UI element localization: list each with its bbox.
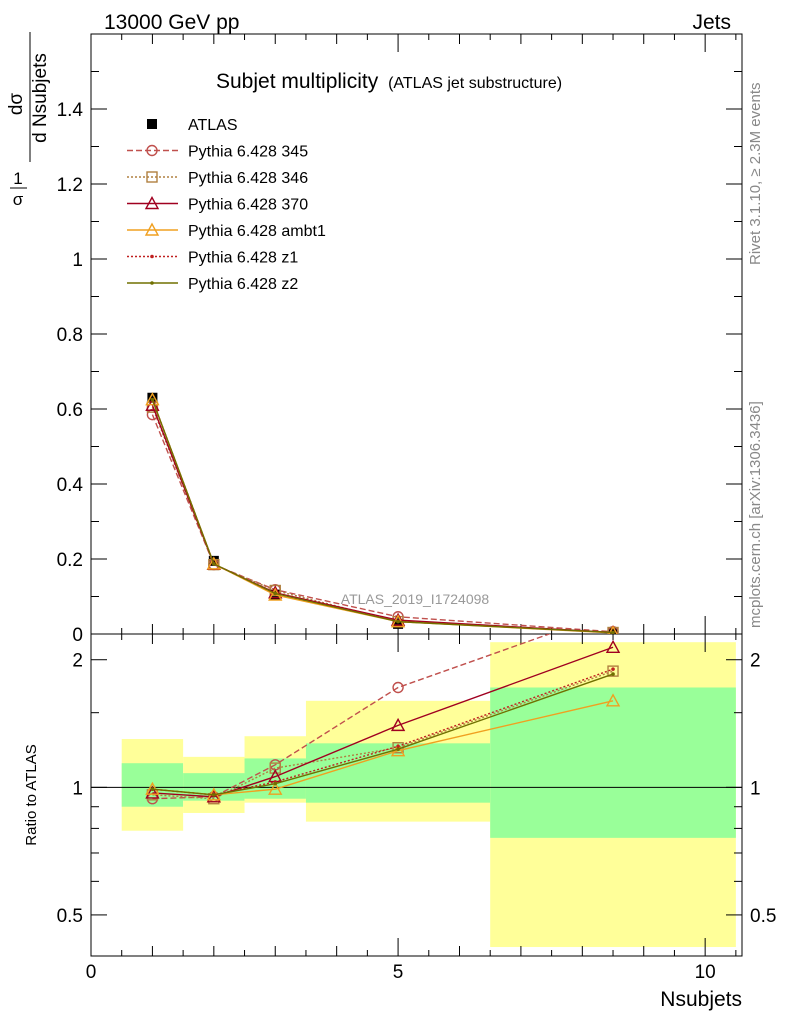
ratio-point-p370	[605, 639, 621, 653]
main-point-z2	[273, 591, 278, 596]
ratio-point-z2	[273, 781, 278, 786]
main-ytick-label: 0.6	[57, 400, 83, 421]
legend: ATLAS Pythia 6.428 345 Pythia 6.428 346 Pyt…	[127, 117, 326, 293]
ratio-uncertainty-bands	[121, 642, 736, 948]
ratio-point-z2	[150, 787, 155, 791]
legend-label: Pythia 6.428 ambt1	[188, 223, 326, 240]
ratio-point-p346	[269, 762, 281, 774]
legend-label: Pythia 6.428 370	[188, 197, 308, 214]
main-point-ATLAS	[393, 618, 404, 629]
ratio-point-p345	[608, 606, 618, 616]
legend-marker-ambt1	[144, 222, 160, 236]
band-inner-4	[490, 687, 736, 838]
y-axis-label-ratio: Ratio to ATLAS	[23, 744, 40, 845]
legend-marker-p345	[146, 144, 158, 157]
main-point-z2	[396, 619, 400, 624]
legend-marker-p370	[144, 196, 160, 210]
y-label-dnsubjets: d Nsubjets	[30, 53, 51, 143]
ratio-series-line-p370	[152, 646, 614, 798]
legend-label: ATLAS	[188, 117, 238, 134]
site-label: mcplots.cern.ch [arXiv:1306.3436]	[747, 401, 764, 628]
legend-label: Pythia 6.428 345	[188, 144, 308, 161]
chart-title-main: Subjet multiplicity	[216, 70, 379, 93]
x-axis-label: Nsubjets	[660, 988, 742, 1011]
y-label-dsigma: dσ	[6, 93, 27, 116]
main-point-z2	[611, 630, 615, 634]
main-point-p370	[390, 612, 406, 626]
main-ytick-label: 0	[72, 625, 83, 646]
process-label: Jets	[692, 11, 731, 34]
xtick-label: 5	[393, 962, 404, 983]
ratio-point-p345	[392, 681, 404, 694]
ratio-point-z1	[611, 667, 615, 671]
ratio-point-p370	[206, 789, 222, 803]
main-ytick-label: 1.4	[57, 100, 84, 121]
ratio-ytick-label-right: 0.5	[750, 906, 776, 927]
ratio-point-p346	[607, 665, 619, 677]
energy-label: 13000 GeV pp	[104, 11, 239, 34]
main-ytick-label: 1	[72, 250, 83, 271]
main-point-ambt1	[145, 392, 160, 406]
main-point-z2	[212, 562, 216, 566]
ratio-ytick-label-right: 1	[750, 778, 761, 799]
y-axis-label-main: 1 σ dσ d Nsubjets	[6, 32, 51, 209]
ratio-ytick-label: 1	[72, 778, 83, 799]
ratio-point-p370	[145, 785, 160, 799]
legend-item-ambt1: Pythia 6.428 ambt1	[127, 222, 326, 240]
xtick-label: 0	[86, 962, 97, 983]
y-label-den: σ	[13, 190, 24, 209]
ratio-point-z1	[396, 744, 400, 749]
main-ytick-label: 1.2	[57, 175, 83, 196]
legend-marker-z2	[150, 281, 154, 285]
legend-marker-z1	[150, 254, 154, 259]
ratio-point-z2	[396, 747, 400, 752]
legend-label: Pythia 6.428 z1	[188, 250, 298, 267]
main-point-ATLAS	[147, 392, 158, 403]
legend-label: Pythia 6.428 346	[188, 170, 308, 187]
main-point-ambt1	[206, 556, 222, 570]
chart-title-sub: (ATLAS jet substructure)	[388, 75, 562, 92]
rivet-label: Rivet 3.1.10, ≥ 2.3M events	[747, 83, 764, 266]
legend-item-ATLAS: ATLAS	[147, 117, 238, 134]
ratio-ytick-label-right: 2	[750, 651, 761, 672]
legend-item-p345: Pythia 6.428 345	[127, 144, 308, 161]
ratio-point-p370	[390, 717, 406, 732]
legend-marker-ATLAS	[147, 119, 157, 129]
ratio-series-line-p346	[152, 670, 614, 800]
xtick-label: 10	[695, 962, 716, 983]
legend-marker-p346	[146, 171, 158, 183]
legend-item-p370: Pythia 6.428 370	[127, 196, 308, 214]
main-point-ATLAS	[208, 555, 219, 566]
ratio-frame	[90, 633, 743, 957]
legend-label: Pythia 6.428 z2	[188, 276, 298, 293]
main-point-z2	[150, 397, 155, 402]
ratio-ytick-label: 0.5	[57, 906, 83, 927]
main-ytick-label: 0.2	[57, 550, 83, 571]
series-group	[145, 392, 621, 805]
ratio-point-ambt1	[268, 781, 283, 795]
ratio-point-z2	[212, 793, 216, 797]
ratio-point-ambt1	[605, 693, 621, 707]
watermark: ATLAS_2019_I1724098	[341, 591, 490, 607]
ratio-point-ambt1	[145, 781, 160, 795]
ratio-ytick-label: 2	[72, 651, 83, 672]
ratio-point-z2	[611, 672, 615, 676]
axes: 0 0.2 0.4 0.6 0.8 1 1.2 1.4 0 5 10 0.5 0.5 1 1 2 2	[57, 33, 776, 983]
main-ytick-label: 0.4	[57, 475, 84, 496]
legend-item-p346: Pythia 6.428 346	[127, 170, 308, 187]
legend-item-z1: Pythia 6.428 z1	[127, 250, 298, 267]
chart-title: Subjet multiplicity (ATLAS jet substruct…	[216, 70, 562, 93]
main-ytick-label: 0.8	[57, 325, 83, 346]
y-label-num: 1	[13, 169, 22, 188]
legend-item-z2: Pythia 6.428 z2	[127, 276, 298, 293]
